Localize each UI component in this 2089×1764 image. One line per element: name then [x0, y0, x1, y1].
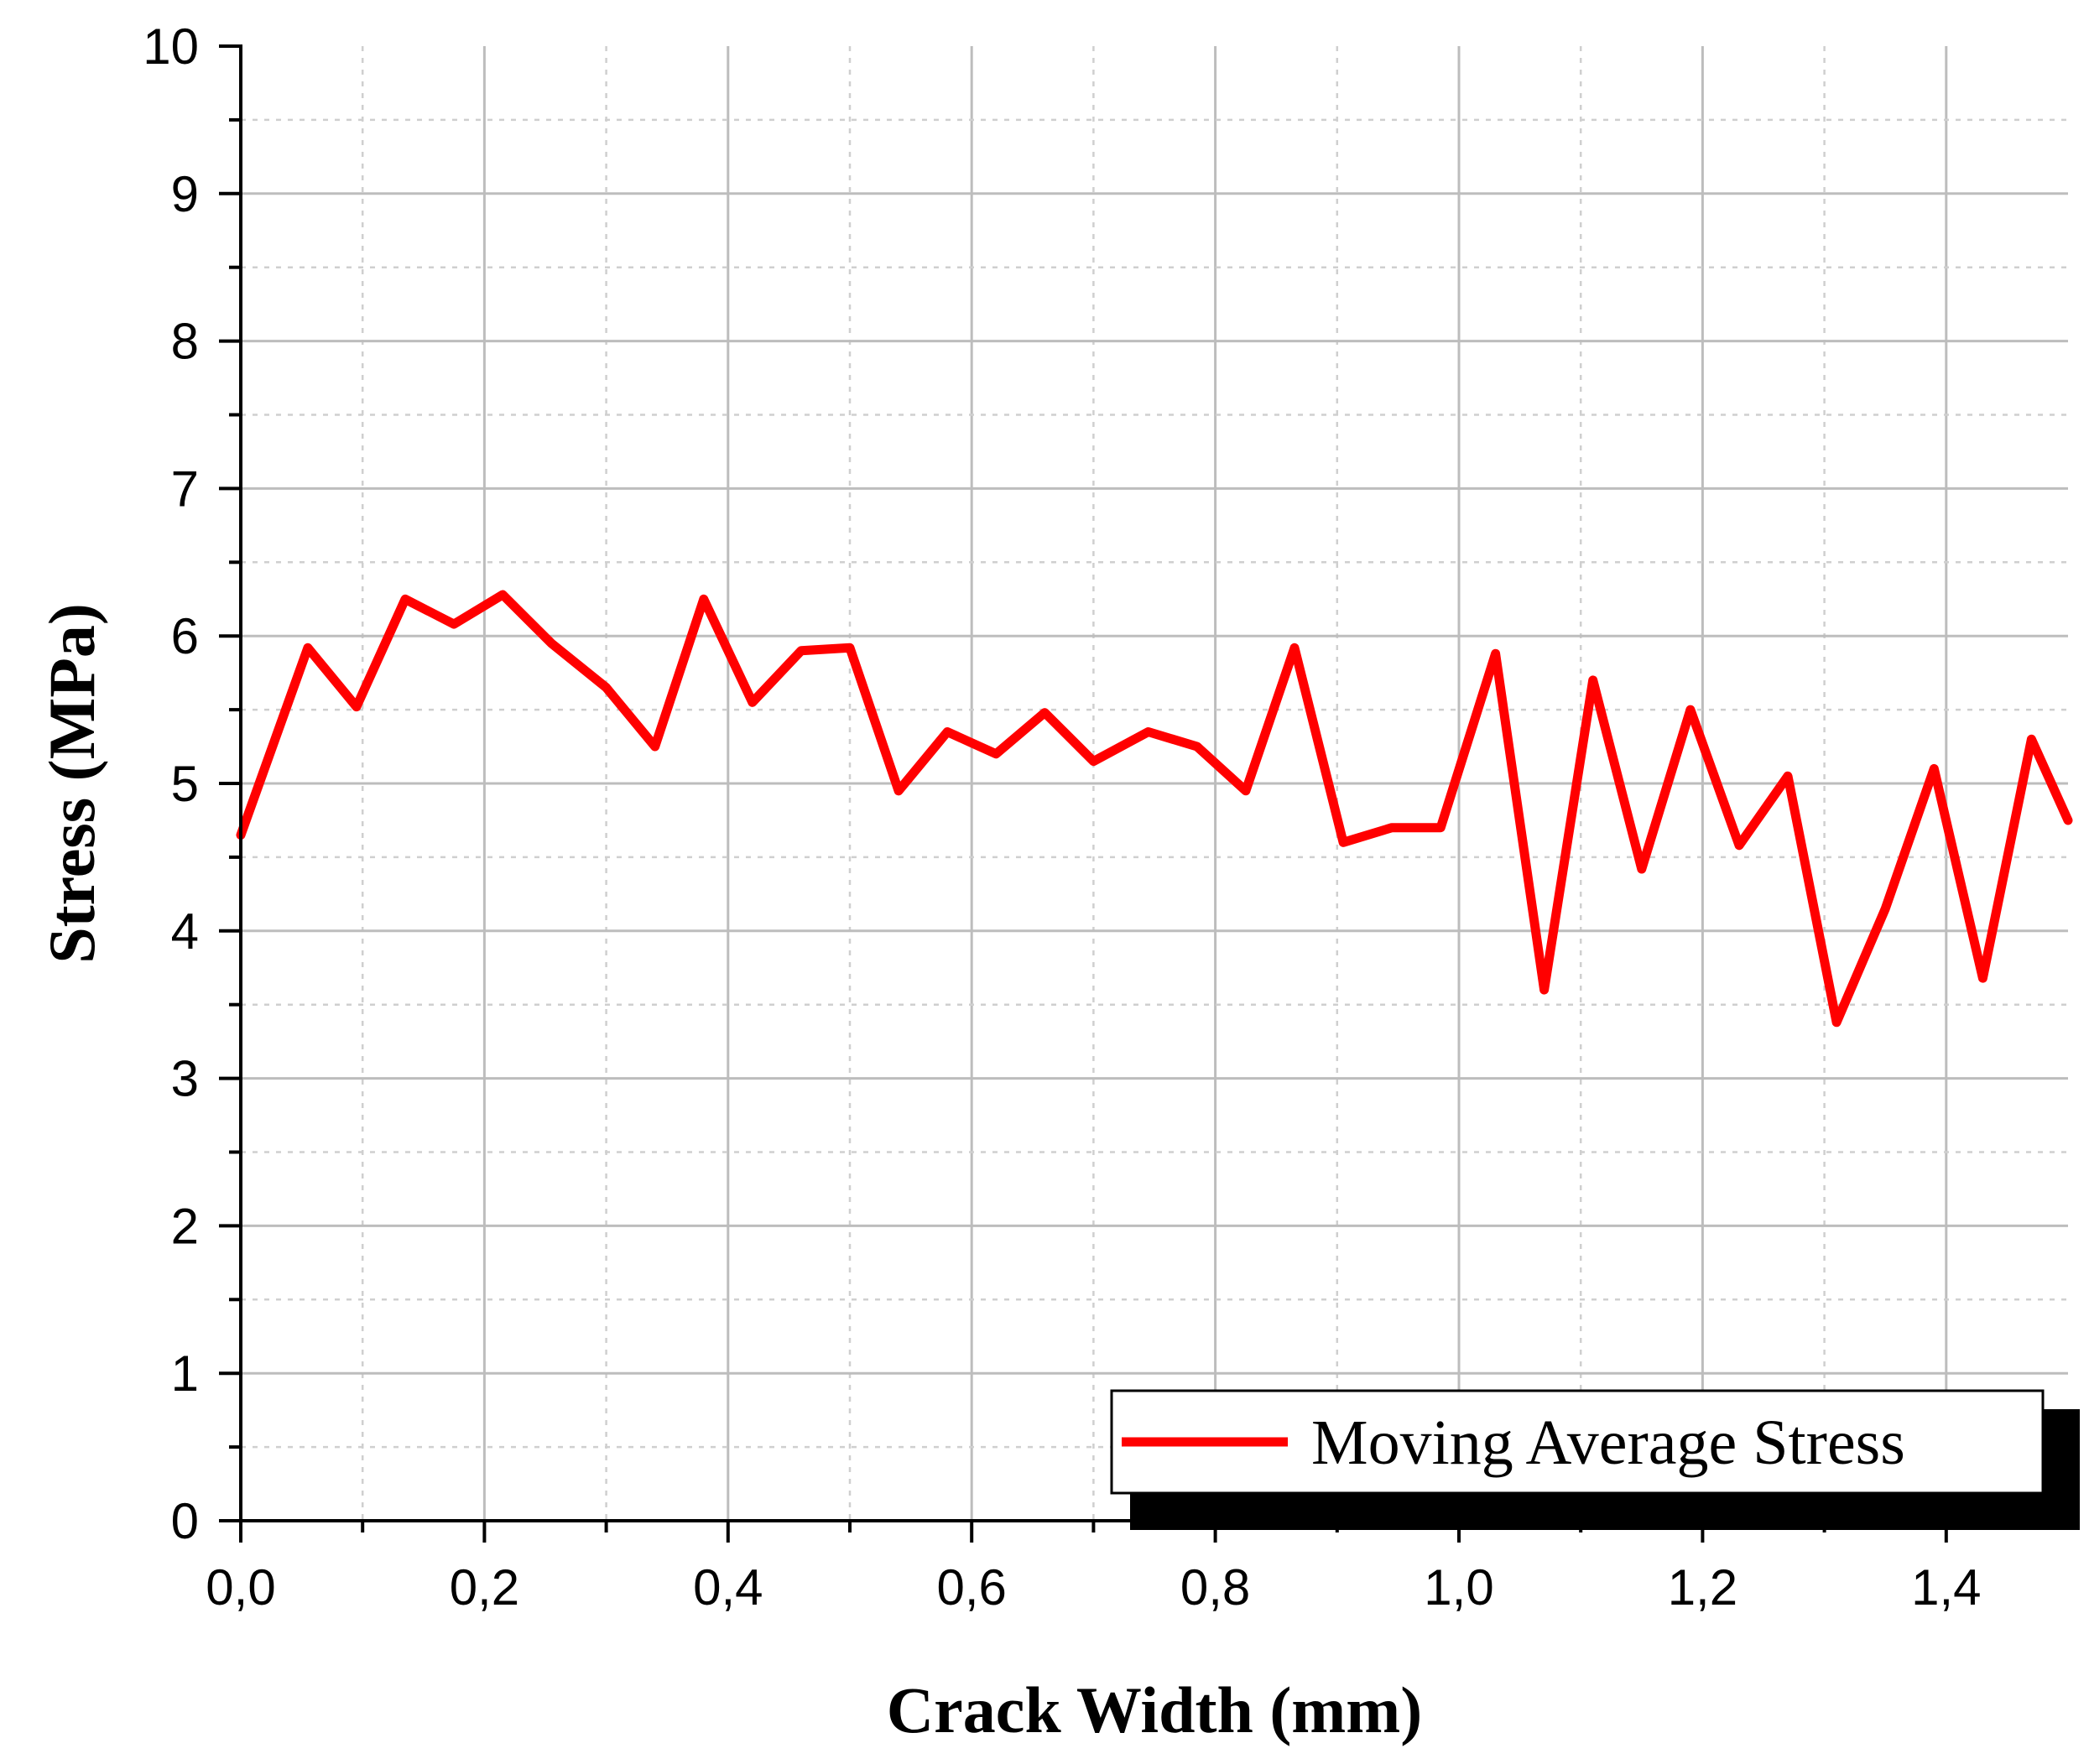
- legend: Moving Average Stress: [1110, 1389, 2080, 1530]
- x-tick-label: 1,2: [1668, 1559, 1737, 1616]
- x-tick-label: 0,6: [936, 1559, 1006, 1616]
- y-axis-title: Stress (MPa): [35, 603, 108, 964]
- y-tick-label: 7: [171, 461, 199, 517]
- x-tick-label: 1,0: [1424, 1559, 1493, 1616]
- y-tick-label: 5: [171, 756, 199, 812]
- y-tick-label: 9: [171, 166, 199, 222]
- x-tick-label: 0,8: [1180, 1559, 1250, 1616]
- y-tick-label: 4: [171, 903, 199, 960]
- y-tick-label: 0: [171, 1493, 199, 1549]
- y-tick-label: 6: [171, 608, 199, 664]
- series-line-moving-average-stress: [236, 590, 2073, 1028]
- x-axis-title: Crack Width (mm): [887, 1673, 1422, 1746]
- y-tick-label: 1: [171, 1345, 199, 1402]
- tick-labels: 0 1 2 3 4 5 6 7 8 9 10 0,0 0,2 0,4 0,6 0,8 1,0 1,2 1,4: [143, 18, 1981, 1616]
- legend-entry-label: Moving Average Stress: [1311, 1408, 1905, 1478]
- x-tick-label: 0,2: [450, 1559, 519, 1616]
- x-tick-label: 0,0: [206, 1559, 275, 1616]
- y-tick-label: 3: [171, 1051, 199, 1107]
- x-tick-label: 0,4: [693, 1559, 763, 1616]
- y-tick-label: 10: [143, 18, 199, 75]
- y-tick-label: 2: [171, 1198, 199, 1254]
- y-tick-label: 8: [171, 314, 199, 370]
- x-tick-label: 1,4: [1911, 1559, 1981, 1616]
